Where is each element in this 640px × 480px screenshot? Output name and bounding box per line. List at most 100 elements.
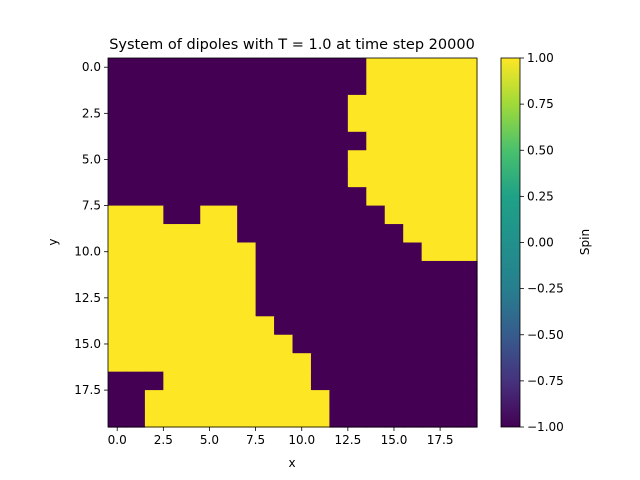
- heatmap-cell: [384, 150, 404, 170]
- heatmap-cell: [181, 297, 201, 317]
- heatmap-cell: [144, 242, 164, 262]
- heatmap-cell: [292, 224, 312, 244]
- heatmap-cell: [108, 58, 128, 78]
- heatmap-cell: [347, 390, 367, 410]
- heatmap-cell: [458, 150, 478, 170]
- heatmap-cell: [310, 242, 330, 262]
- heatmap-cell: [126, 297, 146, 317]
- heatmap-cell: [144, 58, 164, 78]
- heatmap-cell: [458, 58, 478, 78]
- heatmap-cell: [200, 408, 220, 428]
- heatmap-cell: [274, 58, 294, 78]
- heatmap-cell: [366, 334, 386, 354]
- heatmap-cell: [108, 76, 128, 96]
- heatmap-cell: [310, 260, 330, 280]
- heatmap-cell: [384, 205, 404, 225]
- heatmap-cell: [384, 260, 404, 280]
- chart-title: System of dipoles with T = 1.0 at time s…: [109, 37, 475, 53]
- x-tick-label: 17.5: [427, 433, 454, 447]
- heatmap-cell: [458, 76, 478, 96]
- heatmap-cell: [255, 408, 275, 428]
- heatmap-cell: [329, 260, 349, 280]
- heatmap-cell: [310, 150, 330, 170]
- heatmap-cell: [384, 297, 404, 317]
- heatmap-cell: [255, 242, 275, 262]
- heatmap-cell: [255, 224, 275, 244]
- heatmap-cell: [347, 58, 367, 78]
- heatmap-cell: [108, 168, 128, 188]
- heatmap-cell: [108, 334, 128, 354]
- heatmap-cell: [292, 297, 312, 317]
- heatmap-cell: [292, 150, 312, 170]
- heatmap-cell: [200, 205, 220, 225]
- heatmap-cell: [274, 353, 294, 373]
- heatmap-cell: [255, 316, 275, 336]
- heatmap-cell: [218, 58, 238, 78]
- heatmap-cell: [421, 334, 441, 354]
- y-axis-ticks: 0.0 2.5 5.0 7.5 10.0 12.5 15.0 17.5: [74, 60, 108, 397]
- heatmap-cell: [163, 76, 183, 96]
- heatmap-cell: [181, 408, 201, 428]
- heatmap-cell: [181, 260, 201, 280]
- heatmap-cell: [310, 58, 330, 78]
- heatmap-cell: [144, 334, 164, 354]
- x-axis-label: x: [288, 456, 295, 470]
- heatmap-cell: [255, 205, 275, 225]
- heatmap-cell: [274, 131, 294, 151]
- heatmap-cell: [163, 58, 183, 78]
- heatmap-cell: [237, 131, 257, 151]
- heatmap-cell: [126, 408, 146, 428]
- heatmap-cell: [421, 168, 441, 188]
- heatmap-cell: [144, 316, 164, 336]
- heatmap-cell: [255, 260, 275, 280]
- heatmap-cell: [200, 316, 220, 336]
- heatmap-cell: [421, 297, 441, 317]
- heatmap-cell: [144, 408, 164, 428]
- colorbar-tick-label: −1.00: [527, 420, 564, 434]
- heatmap-cell: [144, 168, 164, 188]
- heatmap-cell: [440, 131, 460, 151]
- heatmap-cell: [292, 113, 312, 133]
- heatmap-cell: [458, 334, 478, 354]
- heatmap-cell: [440, 279, 460, 299]
- heatmap-cell: [292, 408, 312, 428]
- heatmap-cell: [163, 279, 183, 299]
- heatmap-cell: [366, 353, 386, 373]
- heatmap-cell: [421, 113, 441, 133]
- heatmap-cell: [421, 187, 441, 207]
- heatmap-cell: [329, 94, 349, 114]
- heatmap-cell: [384, 168, 404, 188]
- heatmap-cell: [403, 242, 423, 262]
- heatmap-cell: [181, 205, 201, 225]
- heatmap-cell: [108, 260, 128, 280]
- heatmap-cell: [366, 371, 386, 391]
- heatmap-cell: [237, 187, 257, 207]
- heatmap-cell: [218, 279, 238, 299]
- heatmap-cell: [144, 76, 164, 96]
- heatmap-cell: [274, 260, 294, 280]
- heatmap-cell: [163, 150, 183, 170]
- y-tick-label: 7.5: [82, 199, 101, 213]
- heatmap-cell: [218, 224, 238, 244]
- heatmap-cell: [458, 371, 478, 391]
- heatmap-cell: [440, 316, 460, 336]
- heatmap-cell: [181, 334, 201, 354]
- heatmap-cell: [329, 334, 349, 354]
- heatmap-cell: [292, 242, 312, 262]
- heatmap-cell: [274, 390, 294, 410]
- heatmap-cell: [163, 187, 183, 207]
- heatmap-cell: [384, 94, 404, 114]
- heatmap-cell: [126, 150, 146, 170]
- heatmap-cell: [200, 297, 220, 317]
- heatmap-cell: [255, 94, 275, 114]
- heatmap-cell: [329, 242, 349, 262]
- heatmap-cell: [384, 58, 404, 78]
- heatmap-cell: [163, 224, 183, 244]
- heatmap-cell: [274, 224, 294, 244]
- heatmap-cell: [366, 297, 386, 317]
- heatmap-cell: [181, 242, 201, 262]
- heatmap-cell: [366, 113, 386, 133]
- heatmap-cell: [310, 94, 330, 114]
- heatmap-cell: [274, 408, 294, 428]
